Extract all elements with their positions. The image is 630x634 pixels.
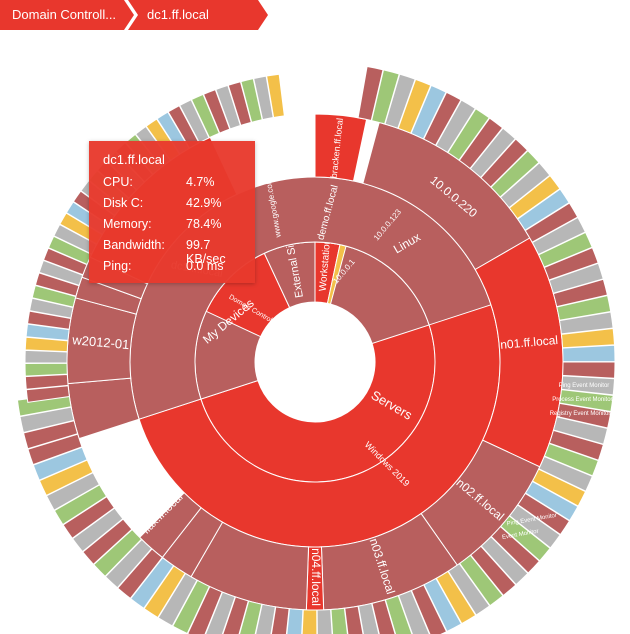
monitor-segment[interactable] [24,362,68,377]
tooltip-row-disk: Disk C: 42.9% [103,196,253,214]
tooltip-value: 0.0 ms [186,259,224,273]
label-workstations: Workstations [318,233,334,291]
host-segment[interactable] [314,113,368,182]
monitor-segment[interactable] [266,73,285,119]
breadcrumb-item-domain-controllers[interactable]: Domain Controll... [12,7,117,22]
breadcrumb: Domain Controll... dc1.ff.local [0,0,270,30]
label-process-monitor: Process Event Monitor [552,397,612,403]
tooltip-key: Ping: [103,259,132,273]
tooltip-value: 42.9% [186,196,222,210]
label-registry-monitor: Registry Event Monitor [550,411,611,417]
tooltip-row-cpu: CPU: 4.7% [103,175,253,193]
breadcrumb-item-dc1-bg[interactable] [128,0,268,30]
tooltip-value: 99.7 KB/sec [186,238,226,266]
tooltip-key: Memory: [103,217,152,231]
tooltip-title: dc1.ff.local [103,152,165,167]
tooltip-key: Disk C: [103,196,144,210]
tooltip-key: Bandwidth: [103,238,165,252]
node-tooltip: dc1.ff.local CPU: 4.7% Disk C: 42.9% Mem… [89,141,255,283]
tooltip-row-memory: Memory: 78.4% [103,217,253,235]
monitor-segment[interactable] [301,609,318,634]
monitor-segment[interactable] [562,344,616,363]
monitor-segment[interactable] [24,349,68,364]
tooltip-value: 4.7% [186,175,215,189]
label-w2012-01: w2012-01 [71,332,130,352]
label-n04: n04.ff.local [309,548,323,606]
label-ping-monitor: Ping Event Monitor [559,383,610,389]
breadcrumb-background [0,0,268,30]
sunburst-center[interactable] [255,302,375,422]
tooltip-row-ping: Ping: 0.0 ms [103,259,253,277]
tooltip-key: CPU: [103,175,133,189]
breadcrumb-item-domain-controllers-bg[interactable] [0,0,134,30]
label-n01: n01.ff.local [500,333,559,352]
tooltip-row-bandwidth: Bandwidth: 99.7 KB/sec [103,238,253,266]
breadcrumb-item-dc1[interactable]: dc1.ff.local [147,7,209,22]
tooltip-value: 78.4% [186,217,222,231]
